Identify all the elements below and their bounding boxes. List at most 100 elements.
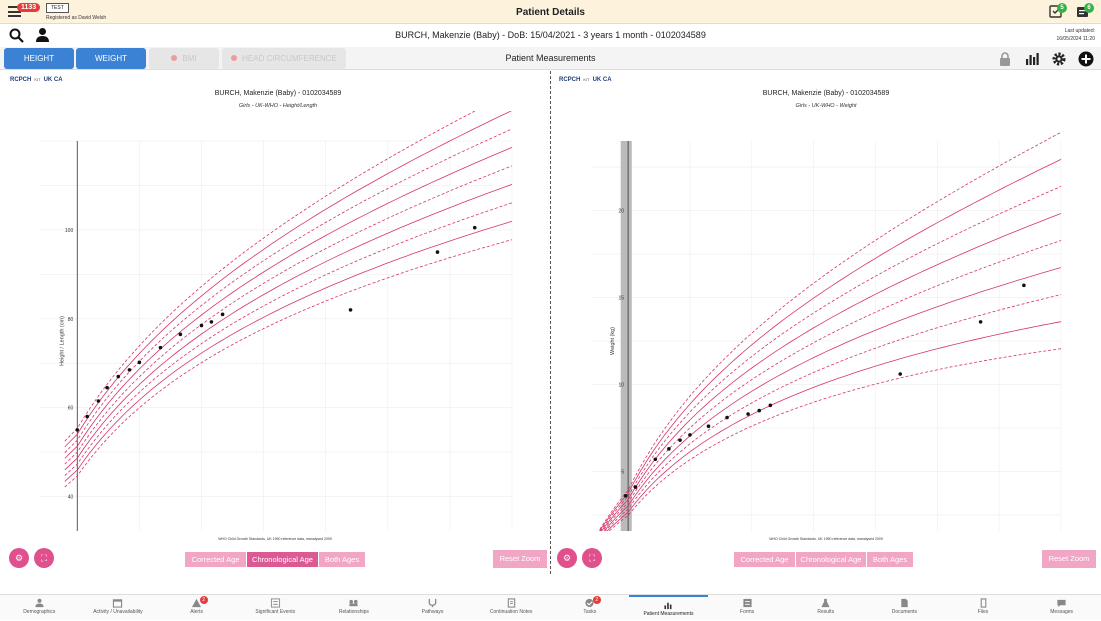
y-tick-label: 80 [68,317,74,323]
measurement-point[interactable] [688,433,692,437]
file-icon [980,598,986,608]
measurement-point[interactable] [105,385,109,390]
nav-item-messages[interactable]: Messages [1022,595,1101,621]
measurement-point[interactable] [178,332,183,337]
y-tick-label: 60 [68,406,74,412]
nav-item-patient-measurements[interactable]: Patient Measurements [629,595,708,621]
y-axis-label: Height / Length (cm) [59,316,65,366]
nav-item-pathways[interactable]: Pathways [393,595,472,621]
y-axis-label: Weight (kg) [610,327,616,355]
measurement-point[interactable] [653,457,658,462]
measurement-point[interactable] [127,368,132,372]
measurement-point[interactable] [199,323,204,328]
chronological-age-toggle[interactable]: Chronological Age [796,552,866,567]
nav-item-label: Forms [740,609,755,615]
fullscreen-button[interactable]: ⛶ [582,548,602,568]
measurement-point[interactable] [158,345,163,350]
patient-icon[interactable] [35,27,50,43]
nav-item-documents[interactable]: Documents [865,595,944,621]
lock-icon[interactable] [997,51,1013,67]
nav-item-relationships[interactable]: Relationships [315,595,394,621]
nav-item-forms[interactable]: Forms [708,595,787,621]
nav-item-results[interactable]: Results [786,595,865,621]
rcpch-logo: RCPCH [10,77,32,83]
measurement-point[interactable] [75,428,80,432]
centile-curve-2nd [64,220,513,482]
bar-chart-icon[interactable] [1024,51,1040,67]
nav-item-label: Significant Events [255,609,296,615]
nav-item-label: Messages [1050,609,1074,615]
measurement-point[interactable] [898,372,903,376]
measurement-point[interactable] [746,412,750,416]
bar-chart-icon [664,602,672,610]
fullscreen-button[interactable]: ⛶ [34,548,54,568]
registered-as-text: Registered as David Welsh [46,15,107,21]
nav-item-files[interactable]: Files [944,595,1023,621]
measurement-point[interactable] [768,403,773,408]
measurement-point[interactable] [137,360,142,365]
measurement-point[interactable] [623,493,628,498]
measurement-point[interactable] [757,408,762,413]
measurement-point[interactable] [978,320,983,324]
chart-options-button[interactable]: ⚙ [9,548,29,568]
y-tick-label: 10 [619,382,625,388]
measurement-point[interactable] [348,308,353,312]
measurement-point[interactable] [209,320,214,324]
measurement-point[interactable] [725,415,729,420]
centile-curve-98th [64,111,512,448]
measurement-point[interactable] [667,447,671,451]
patient-summary: BURCH, Makenzie (Baby) - DoB: 15/04/2021… [395,30,706,40]
both-ages-toggle[interactable]: Both Ages [867,552,913,567]
tab-head-circumference[interactable]: HEAD CIRCUMFERENCE [222,48,346,69]
corrected-age-toggle[interactable]: Corrected Age [734,552,795,567]
section-title: Patient Measurements [505,53,596,63]
document-icon [901,598,908,608]
settings-gear-icon[interactable] [1051,51,1067,67]
nav-item-alerts[interactable]: Alerts 2 [157,595,236,621]
tab-height[interactable]: HEIGHT [4,48,74,69]
chart-subtitle: Girls - UK-WHO - Height/Length [238,103,318,109]
menu-icon[interactable] [8,6,21,17]
measurement-point[interactable] [220,312,225,317]
chart-options-button[interactable]: ⚙ [557,548,577,568]
reset-zoom-button[interactable]: Reset Zoom [493,550,547,568]
nav-item-activity-unavailability[interactable]: Activity / Unavailability [79,595,158,621]
centile-curve-99.6th [64,111,476,442]
search-icon[interactable] [9,28,24,43]
height-growth-chart[interactable]: 0123406080100Age (in years)Height / Leng… [0,111,550,531]
measurement-point[interactable] [633,485,638,489]
measurement-point[interactable] [435,250,440,254]
tab-bmi-label: BMI [182,54,197,63]
nav-item-label: Results [817,609,835,615]
nav-item-demographics[interactable]: Demographics [0,595,79,621]
centile-curve-9th [604,294,1062,531]
nav-item-tasks[interactable]: Tasks 2 [551,595,630,621]
last-updated-label: Last updated: [1064,28,1095,34]
people-icon [349,599,358,607]
tab-weight[interactable]: WEIGHT [76,48,146,69]
measurement-point[interactable] [116,374,121,379]
chronological-age-toggle[interactable]: Chronological Age [247,552,318,567]
weight-growth-chart[interactable]: 01235101520Age (in years)Weight (kg) [551,111,1101,531]
measurement-point[interactable] [85,414,89,419]
measurement-point[interactable] [678,438,682,442]
measurement-point[interactable] [1022,283,1026,288]
nav-item-label: Tasks [583,609,597,615]
both-ages-toggle[interactable]: Both Ages [319,552,365,567]
notification-badge[interactable]: 1133 [17,3,41,12]
chart-source-note: WHO Child Growth Standards, UK 1990 refe… [769,537,883,541]
ukca-logo: UK CA [43,77,63,83]
measurement-point[interactable] [472,225,477,230]
add-measurement-icon[interactable] [1078,51,1094,67]
tab-bmi[interactable]: BMI [149,48,219,69]
head-status-dot [231,55,238,61]
corrected-age-toggle[interactable]: Corrected Age [185,552,246,567]
nav-item-continuation-notes[interactable]: Continuation Notes [472,595,551,621]
nav-item-significant-events[interactable]: Significant Events [236,595,315,621]
list-icon [270,598,280,608]
measurement-point[interactable] [706,424,711,429]
kit-logo: KIT [34,77,41,82]
centile-curve-25th [64,184,513,471]
measurement-point[interactable] [96,399,101,403]
reset-zoom-button[interactable]: Reset Zoom [1042,550,1096,568]
